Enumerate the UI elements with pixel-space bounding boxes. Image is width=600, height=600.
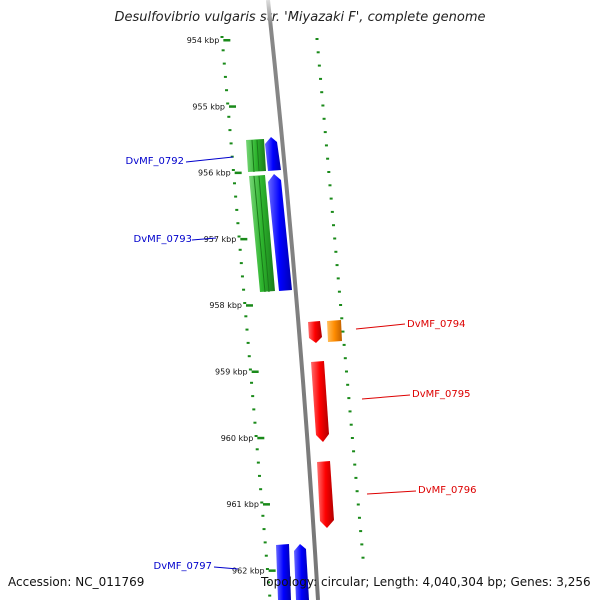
gene-feature-0794[interactable]: [308, 321, 322, 343]
tick-955: 955 kbp: [192, 102, 237, 111]
feature-track: [246, 137, 342, 600]
other-feature-0794[interactable]: [327, 320, 342, 342]
tick-959: 959 kbp: [215, 368, 259, 377]
gene-label-dvmf_0797[interactable]: DvMF_0797: [154, 561, 239, 572]
leader-line: [185, 156, 234, 163]
tick-label: 960 kbp: [221, 434, 254, 443]
kbp-ticks: 954 kbp 955 kbp 956 kbp 957 kbp 958 kbp 959 k…: [187, 36, 276, 575]
gene-feature-0793[interactable]: [268, 174, 292, 291]
gene-label-text: DvMF_0796: [418, 485, 476, 496]
genome-backbone: [266, 0, 320, 600]
tick-label: 961 kbp: [226, 500, 259, 509]
gene-label-text: DvMF_0795: [412, 389, 470, 400]
tick-mark: [251, 370, 259, 373]
tick-mark: [257, 436, 265, 440]
gene-feature-0797a[interactable]: [276, 544, 291, 600]
gene-feature-0796[interactable]: [317, 461, 334, 528]
tick-label: 957 kbp: [204, 235, 237, 244]
tick-956: 956 kbp: [198, 169, 242, 178]
tick-mark: [229, 105, 237, 108]
gene-label-text: DvMF_0797: [154, 561, 212, 572]
tick-958: 958 kbp: [209, 301, 253, 310]
tick-label: 955 kbp: [192, 102, 225, 111]
gene-feature-0797b[interactable]: [294, 544, 309, 600]
gene-label-dvmf_0792[interactable]: DvMF_0792: [126, 156, 234, 167]
minor-tick-rings: [220, 36, 365, 597]
gene-labels: DvMF_0792 DvMF_0793 DvMF_0794 DvMF_0795 DvMF…: [126, 156, 477, 572]
tick-mark: [234, 171, 242, 175]
tick-mark: [240, 237, 248, 241]
tick-label: 958 kbp: [209, 301, 242, 310]
gene-feature-0795[interactable]: [311, 361, 329, 442]
cds-feature-0793[interactable]: [249, 175, 275, 292]
gene-label-dvmf_0795[interactable]: DvMF_0795: [361, 389, 470, 400]
accession-text: Accession: NC_011769: [8, 575, 145, 589]
gene-label-text: DvMF_0793: [134, 234, 192, 245]
gene-label-dvmf_0794[interactable]: DvMF_0794: [355, 319, 465, 330]
cds-feature-0792[interactable]: [246, 139, 266, 172]
tick-mark: [268, 569, 276, 572]
tick-label: 956 kbp: [198, 169, 231, 178]
tick-961: 961 kbp: [226, 500, 270, 509]
gene-label-text: DvMF_0794: [407, 319, 465, 330]
tick-mark: [245, 304, 253, 307]
map-title: Desulfovibrio vulgaris str. 'Miyazaki F'…: [114, 10, 486, 25]
tick-957: 957 kbp: [204, 235, 248, 244]
leader-line: [355, 323, 406, 330]
leader-line: [361, 394, 411, 400]
tick-954: 954 kbp: [187, 36, 231, 45]
tick-mark: [223, 39, 231, 42]
leader-line: [366, 490, 417, 495]
tick-962: 962 kbp: [232, 566, 276, 575]
gene-feature-0792[interactable]: [265, 137, 281, 171]
tick-label: 962 kbp: [232, 566, 265, 575]
leader-line: [213, 566, 239, 570]
gene-label-dvmf_0796[interactable]: DvMF_0796: [366, 485, 476, 496]
tick-label: 959 kbp: [215, 368, 248, 377]
summary-text: Topology: circular; Length: 4,040,304 bp…: [261, 575, 591, 589]
tick-mark: [262, 503, 270, 506]
tick-label: 954 kbp: [187, 36, 220, 45]
gene-label-text: DvMF_0792: [126, 156, 184, 167]
tick-960: 960 kbp: [221, 434, 265, 443]
leader-line: [191, 237, 217, 241]
gene-label-dvmf_0793[interactable]: DvMF_0793: [134, 234, 217, 245]
